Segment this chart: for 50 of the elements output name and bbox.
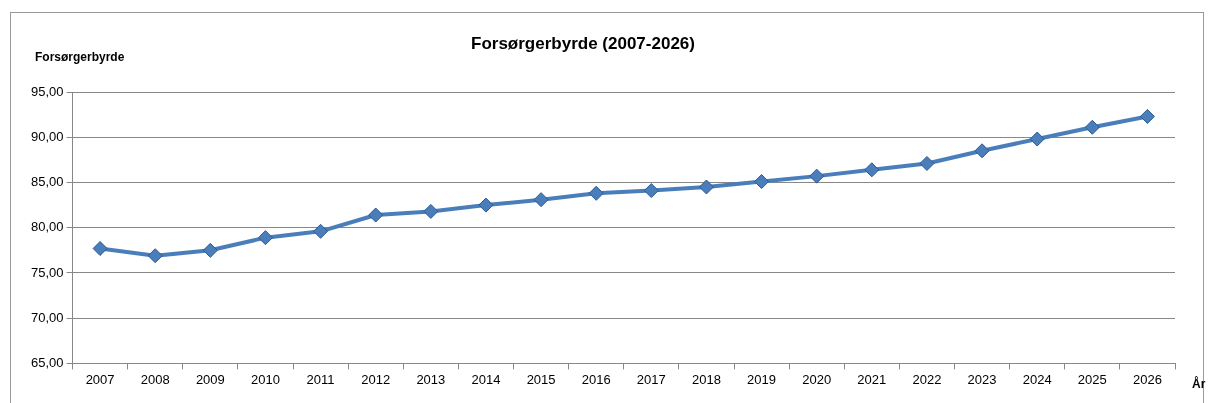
x-tick-label: 2023 xyxy=(967,371,997,387)
point xyxy=(147,248,163,264)
point xyxy=(974,143,990,159)
point xyxy=(809,168,825,184)
x-tick-label: 2020 xyxy=(802,371,832,387)
x-tick-label: 2024 xyxy=(1022,371,1052,387)
point xyxy=(643,183,659,199)
point xyxy=(202,242,218,258)
point xyxy=(92,241,108,257)
x-tick-label: 2022 xyxy=(912,371,942,387)
x-tick-label: 2018 xyxy=(691,371,721,387)
y-tick-label: 95,00 xyxy=(30,83,64,99)
x-tick-label: 2012 xyxy=(361,371,391,387)
y-tick-label: 80,00 xyxy=(30,219,64,235)
point xyxy=(1029,131,1045,147)
x-tick-label: 2025 xyxy=(1077,371,1107,387)
point xyxy=(754,174,770,190)
x-tick-label: 2021 xyxy=(857,371,887,387)
x-tick-label: 2008 xyxy=(140,371,170,387)
x-tick-label: 2014 xyxy=(471,371,501,387)
point xyxy=(1084,119,1100,135)
point xyxy=(423,203,439,219)
point xyxy=(588,185,604,201)
y-tick-label: 75,00 xyxy=(30,264,64,280)
x-tick-label: 2016 xyxy=(581,371,611,387)
y-tick-label: 70,00 xyxy=(30,309,64,325)
x-tick-label: 2009 xyxy=(195,371,225,387)
x-tick-label: 2007 xyxy=(85,371,115,387)
x-tick-label: 2026 xyxy=(1132,371,1162,387)
point xyxy=(368,207,384,223)
x-tick-label: 2015 xyxy=(526,371,556,387)
point xyxy=(1139,108,1155,124)
x-tick-label: 2019 xyxy=(747,371,777,387)
point xyxy=(313,223,329,239)
y-axis-title: Forsørgerbyrde xyxy=(35,50,125,64)
x-tick-label: 2017 xyxy=(636,371,666,387)
y-tick-label: 90,00 xyxy=(30,128,64,144)
point xyxy=(864,162,880,178)
point xyxy=(919,155,935,171)
x-tick-label: 2013 xyxy=(416,371,446,387)
point xyxy=(698,179,714,195)
x-axis-title: År xyxy=(1192,377,1206,391)
x-tick-label: 2010 xyxy=(251,371,280,387)
point xyxy=(478,197,494,213)
y-tick-label: 65,00 xyxy=(30,354,64,370)
point xyxy=(533,192,549,208)
chart-title: Forsørgerbyrde (2007-2026) xyxy=(471,34,695,53)
point xyxy=(257,230,273,246)
x-tick-label: 2011 xyxy=(306,371,335,387)
y-tick-label: 85,00 xyxy=(30,174,64,190)
